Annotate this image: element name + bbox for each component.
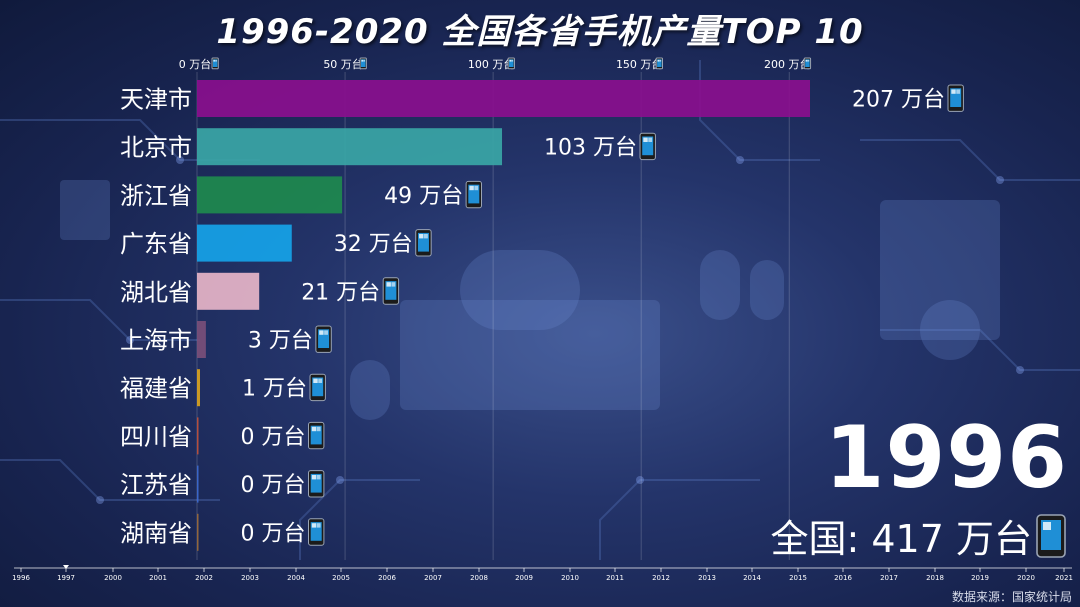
timeline-label: 2000 bbox=[104, 574, 122, 582]
mobile-phone-icon bbox=[415, 229, 432, 257]
bar-category-label: 广东省 bbox=[120, 230, 192, 258]
timeline-label: 2010 bbox=[561, 574, 579, 582]
bar-category-label: 上海市 bbox=[120, 327, 192, 355]
timeline-label: 2001 bbox=[149, 574, 167, 582]
timeline-label: 1996 bbox=[12, 574, 30, 582]
timeline-label: 2021 bbox=[1055, 574, 1073, 582]
bar bbox=[197, 128, 503, 166]
bar-row: 北京市 103 万台 bbox=[120, 128, 656, 166]
timeline-label: 2008 bbox=[470, 574, 488, 582]
timeline-label: 2016 bbox=[834, 574, 852, 582]
timeline-label: 2002 bbox=[195, 574, 213, 582]
bar bbox=[197, 465, 199, 503]
mobile-phone-icon bbox=[803, 57, 812, 70]
mobile-phone-icon bbox=[639, 132, 656, 161]
bar-row: 浙江省 49 万台 bbox=[120, 176, 483, 214]
timeline-label: 2012 bbox=[652, 574, 670, 582]
mobile-phone-icon bbox=[507, 57, 515, 70]
timeline-label: 2018 bbox=[926, 574, 944, 582]
bar-row: 福建省 1 万台 bbox=[120, 369, 326, 407]
bar-value-label: 0 万台 bbox=[241, 425, 306, 450]
mobile-phone-icon bbox=[308, 470, 325, 498]
bar-category-label: 北京市 bbox=[120, 134, 192, 162]
mobile-phone-icon bbox=[315, 325, 332, 353]
timeline-label: 2003 bbox=[241, 574, 259, 582]
bar bbox=[197, 417, 199, 455]
timeline-label: 1997 bbox=[57, 574, 75, 582]
x-tick-label: 150 万台 bbox=[616, 57, 663, 71]
timeline-label: 2011 bbox=[606, 574, 624, 582]
mobile-phone-icon bbox=[655, 57, 664, 70]
bar-category-label: 浙江省 bbox=[120, 182, 192, 210]
bar-row: 湖南省 0 万台 bbox=[120, 513, 325, 551]
x-tick-label: 200 万台 bbox=[764, 57, 811, 71]
timeline-label: 2014 bbox=[743, 574, 761, 582]
bar bbox=[197, 224, 292, 262]
timeline-cursor bbox=[63, 565, 69, 569]
x-axis-ticks: 0 万台 50 万台 100 万台 150 万台 200 万台 bbox=[179, 57, 812, 71]
national-total-label: 全国: 417 万台 bbox=[770, 517, 1033, 561]
bar-value-label: 103 万台 bbox=[544, 136, 637, 161]
x-tick-label: 50 万台 bbox=[323, 57, 363, 71]
mobile-phone-icon bbox=[1032, 514, 1066, 561]
bar-row: 广东省 32 万台 bbox=[120, 224, 432, 262]
mobile-phone-icon bbox=[382, 277, 400, 305]
timeline-axis: 1996 1997 2000 2001 2002 2003 2004 2005 2006 2007… bbox=[12, 565, 1073, 582]
timeline-label: 2009 bbox=[515, 574, 533, 582]
mobile-phone-icon bbox=[308, 421, 325, 450]
bar-category-label: 福建省 bbox=[120, 375, 192, 403]
current-year: 1996 bbox=[824, 408, 1068, 508]
bar bbox=[197, 321, 206, 358]
data-source: 数据来源：国家统计局 bbox=[951, 590, 1072, 604]
mobile-phone-icon bbox=[359, 57, 367, 70]
timeline-label: 2017 bbox=[880, 574, 898, 582]
timeline-label: 2007 bbox=[424, 574, 442, 582]
bar-value-label: 49 万台 bbox=[384, 184, 463, 209]
bar-row: 上海市 3 万台 bbox=[120, 321, 332, 358]
bar-category-label: 天津市 bbox=[120, 86, 192, 114]
national-total: 全国: 417 万台 bbox=[771, 508, 1067, 563]
bar-category-label: 湖南省 bbox=[120, 519, 192, 547]
mobile-phone-icon bbox=[947, 84, 964, 112]
mobile-phone-icon bbox=[465, 180, 483, 209]
timeline-label: 2020 bbox=[1017, 574, 1035, 582]
timeline-label: 2019 bbox=[971, 574, 989, 582]
bar bbox=[197, 369, 200, 407]
bar bbox=[197, 80, 810, 117]
timeline-label: 2013 bbox=[698, 574, 716, 582]
bar-value-label: 0 万台 bbox=[241, 473, 306, 498]
bar-row: 四川省 0 万台 bbox=[120, 417, 325, 455]
bar-value-label: 32 万台 bbox=[334, 232, 413, 257]
timeline-label: 2006 bbox=[378, 574, 396, 582]
bar-value-label: 3 万台 bbox=[248, 329, 313, 354]
timeline-label: 2004 bbox=[287, 574, 305, 582]
x-tick-label: 100 万台 bbox=[468, 57, 515, 71]
x-tick-label: 0 万台 bbox=[179, 57, 212, 71]
bar-value-label: 21 万台 bbox=[301, 280, 380, 305]
bar bbox=[197, 272, 260, 310]
mobile-phone-icon bbox=[309, 373, 326, 402]
bar-value-label: 1 万台 bbox=[242, 377, 307, 402]
bar-value-label: 0 万台 bbox=[241, 521, 306, 546]
timeline-label: 2015 bbox=[789, 574, 807, 582]
bar bbox=[197, 176, 343, 214]
bar-row: 湖北省 21 万台 bbox=[120, 272, 400, 310]
bar-category-label: 湖北省 bbox=[120, 278, 192, 306]
mobile-phone-icon bbox=[308, 518, 325, 546]
bar-row: 江苏省 0 万台 bbox=[120, 465, 325, 503]
timeline-label: 2005 bbox=[332, 574, 350, 582]
bar-category-label: 江苏省 bbox=[120, 471, 192, 499]
bar-value-label: 207 万台 bbox=[852, 88, 945, 113]
mobile-phone-icon bbox=[211, 57, 219, 70]
chart-title: 1996-2020 全国各省手机产量TOP 10 bbox=[216, 12, 864, 52]
bar-category-label: 四川省 bbox=[120, 423, 192, 451]
bar bbox=[197, 513, 199, 551]
bar-row: 天津市 207 万台 bbox=[120, 80, 964, 117]
